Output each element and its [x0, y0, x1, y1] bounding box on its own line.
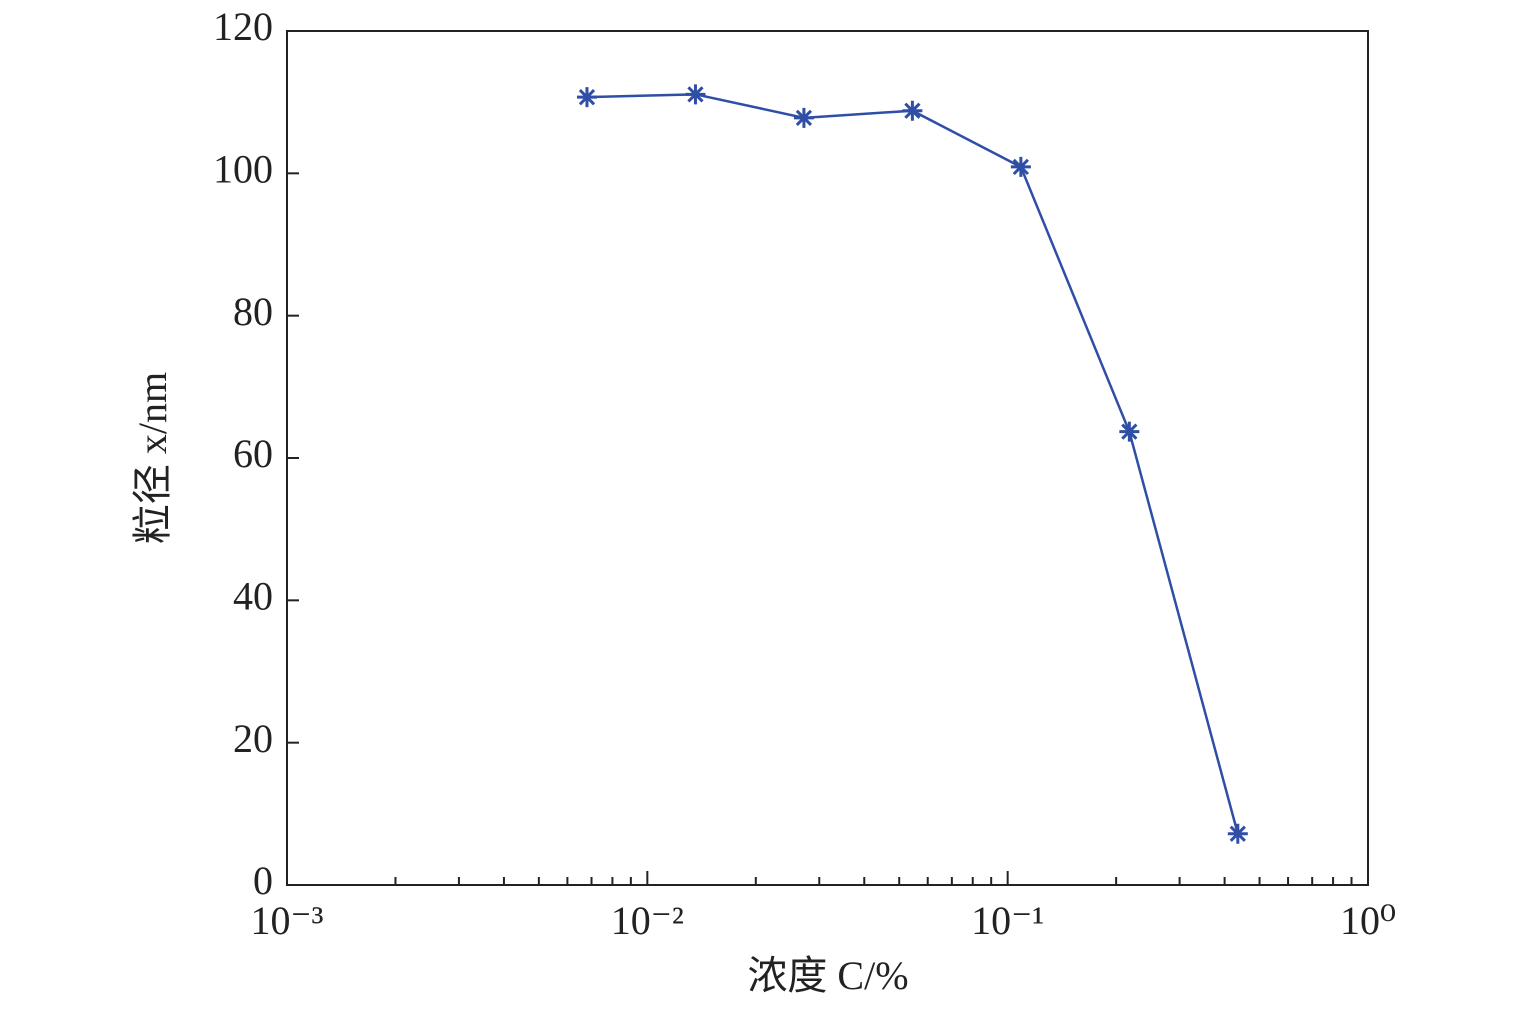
plot-frame: [286, 30, 1369, 886]
y-tick-label: 100: [213, 147, 273, 192]
y-tick-label: 80: [233, 289, 273, 334]
marker: [793, 107, 814, 128]
y-axis-label: 粒径 x/nm: [130, 372, 175, 544]
x-tick-label: 10⁻¹: [971, 898, 1044, 943]
y-tick-label: 20: [233, 716, 273, 761]
marker: [1227, 823, 1248, 844]
x-tick-label: 10⁻²: [611, 898, 684, 943]
x-tick-label: 10⁻³: [250, 898, 323, 943]
y-tick-label: 40: [233, 574, 273, 619]
marker: [576, 87, 597, 108]
y-tick-label: 60: [233, 431, 273, 476]
marker: [685, 84, 706, 105]
marker: [1010, 156, 1031, 177]
marker: [1119, 421, 1140, 442]
x-tick-label: 10⁰: [1340, 898, 1396, 943]
data-line: [586, 93, 1240, 835]
y-tick-label: 0: [253, 858, 273, 903]
marker: [902, 100, 923, 121]
y-tick-label: 120: [213, 4, 273, 49]
x-axis-label: 浓度 C/%: [747, 953, 908, 998]
